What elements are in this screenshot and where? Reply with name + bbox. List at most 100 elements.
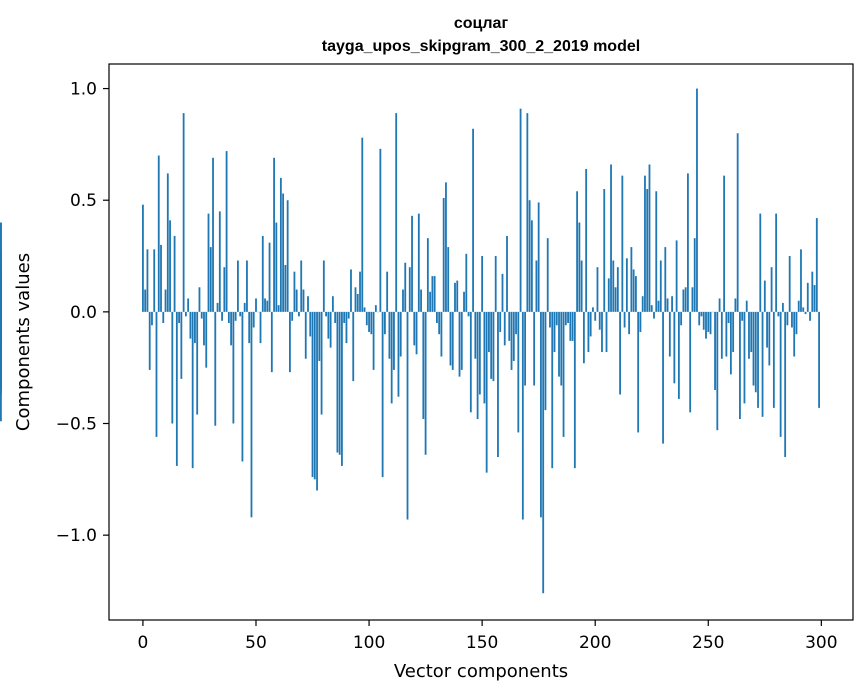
bar-268 xyxy=(748,311,750,359)
bar-146 xyxy=(472,128,474,312)
bar-221 xyxy=(641,296,644,312)
bar-203 xyxy=(601,311,603,353)
bar-177 xyxy=(542,311,545,594)
bar-61 xyxy=(279,177,282,312)
plot-frame xyxy=(108,63,854,621)
bar-231 xyxy=(664,247,667,312)
bar-260 xyxy=(729,311,732,375)
bar-139 xyxy=(456,280,459,312)
bar-149 xyxy=(478,311,481,395)
bar-76 xyxy=(313,311,316,480)
bar-174 xyxy=(535,260,538,312)
bar-188 xyxy=(567,311,569,324)
bar-218 xyxy=(635,276,637,312)
bar-106 xyxy=(381,311,384,478)
bar-219 xyxy=(637,311,640,433)
bar-225 xyxy=(650,305,653,312)
bar-87 xyxy=(338,311,341,455)
bar-223 xyxy=(646,189,649,312)
bar-220 xyxy=(639,311,642,332)
bar-17 xyxy=(180,311,183,379)
bar-183 xyxy=(555,311,558,326)
bar-143 xyxy=(465,253,468,312)
bar-28 xyxy=(205,311,208,368)
bar-112 xyxy=(395,113,398,312)
bar-123 xyxy=(420,289,422,312)
bar-32 xyxy=(214,311,217,426)
bar-118 xyxy=(408,267,411,312)
bar-72 xyxy=(304,311,307,359)
y-tick-label: 0.0 xyxy=(70,303,97,323)
bar-297 xyxy=(813,285,816,312)
bar-54 xyxy=(264,298,266,312)
bar-290 xyxy=(797,300,800,312)
bar-138 xyxy=(454,282,456,312)
bar-224 xyxy=(648,164,651,312)
bar-88 xyxy=(341,311,343,466)
bar-251 xyxy=(709,311,712,335)
bar-228 xyxy=(657,300,660,312)
bar-78 xyxy=(318,311,321,361)
bar-92 xyxy=(350,269,352,312)
bar-14 xyxy=(173,235,176,312)
bar-154 xyxy=(490,311,493,379)
bar-230 xyxy=(662,311,664,444)
bar-91 xyxy=(347,311,350,319)
bar-265 xyxy=(741,311,744,321)
bar-229 xyxy=(659,260,662,312)
bar-298 xyxy=(815,218,818,312)
bar-170 xyxy=(526,113,529,312)
bar-237 xyxy=(677,311,680,399)
bar-71 xyxy=(302,289,305,312)
bar-73 xyxy=(307,296,309,312)
bar-97 xyxy=(361,137,364,312)
bar-124 xyxy=(422,311,425,420)
bar-7 xyxy=(157,155,160,312)
bar-126 xyxy=(426,238,429,312)
bar-291 xyxy=(800,249,802,312)
bar-213 xyxy=(623,311,626,328)
bar-1 xyxy=(144,289,147,312)
bar-173 xyxy=(533,311,536,386)
y-axis: −1.0 −0.5 0.0 0.5 1.0 xyxy=(56,80,109,546)
bar-21 xyxy=(189,311,192,339)
bar-280 xyxy=(775,213,778,312)
bar-153 xyxy=(488,311,490,353)
bar-248 xyxy=(702,311,705,330)
bar-180 xyxy=(549,311,551,328)
x-tick-label: 200 xyxy=(579,633,611,653)
x-axis: 0 50 100 150 200 250 300 xyxy=(138,620,838,653)
bar-202 xyxy=(598,311,601,330)
bar-undefined xyxy=(0,311,2,350)
bar-undefined xyxy=(0,222,2,312)
bar-275 xyxy=(763,280,766,312)
bar-101 xyxy=(370,311,373,335)
bar-85 xyxy=(334,311,337,324)
bar-244 xyxy=(693,238,696,312)
bar-227 xyxy=(655,191,658,312)
bar-238 xyxy=(680,311,683,326)
bar-94 xyxy=(354,287,357,312)
bar-115 xyxy=(402,289,404,312)
bar-22 xyxy=(191,311,194,469)
bar-39 xyxy=(230,311,233,346)
bar-256 xyxy=(720,311,723,359)
bar-206 xyxy=(607,278,610,312)
bar-267 xyxy=(745,300,748,312)
bar-197 xyxy=(587,311,590,353)
bar-29 xyxy=(207,213,210,312)
y-tick-label: −0.5 xyxy=(56,415,97,435)
bar-127 xyxy=(429,291,432,312)
bar-296 xyxy=(811,271,814,312)
bar-200 xyxy=(594,311,597,321)
bar-164 xyxy=(512,311,515,361)
bar-222 xyxy=(644,175,646,312)
bar-35 xyxy=(221,311,223,321)
bar-86 xyxy=(336,311,339,453)
bar-198 xyxy=(589,311,592,337)
bar-279 xyxy=(772,311,775,408)
bar-50 xyxy=(255,298,257,312)
bar-100 xyxy=(368,311,370,332)
bar-289 xyxy=(795,311,798,335)
